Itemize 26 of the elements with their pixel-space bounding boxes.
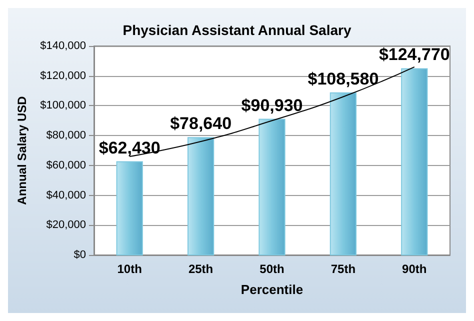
data-label: $62,430	[98, 138, 160, 158]
bar	[116, 161, 143, 256]
x-tick-label: 50th	[260, 262, 284, 276]
x-tick-label: 25th	[188, 262, 214, 276]
data-label: $124,770	[378, 45, 450, 64]
data-label: $90,930	[241, 96, 303, 115]
y-tick-label: $0	[74, 249, 86, 261]
bar	[187, 137, 214, 256]
y-axis-title: Annual Salary USD	[15, 96, 29, 205]
bar	[330, 92, 357, 256]
x-tick-label: 10th	[117, 262, 142, 276]
y-tick-label: $20,000	[46, 219, 86, 232]
y-tick-label: $120,000	[40, 70, 86, 82]
bar	[258, 118, 286, 256]
chart-title: Physician Assistant Annual Salary	[122, 22, 352, 38]
x-axis-title: Percentile	[240, 282, 304, 297]
y-tick-label: $40,000	[46, 189, 86, 202]
y-tick-label: $100,000	[40, 100, 86, 112]
y-tick-label: $60,000	[46, 159, 86, 172]
y-tick-label: $80,000	[46, 130, 86, 142]
data-label: $78,640	[170, 114, 232, 134]
bar	[401, 68, 428, 256]
data-label: $108,580	[308, 69, 379, 88]
x-tick-label: 75th	[330, 262, 356, 276]
y-tick-label: $140,000	[40, 40, 86, 52]
x-tick-label: 90th	[402, 262, 427, 276]
